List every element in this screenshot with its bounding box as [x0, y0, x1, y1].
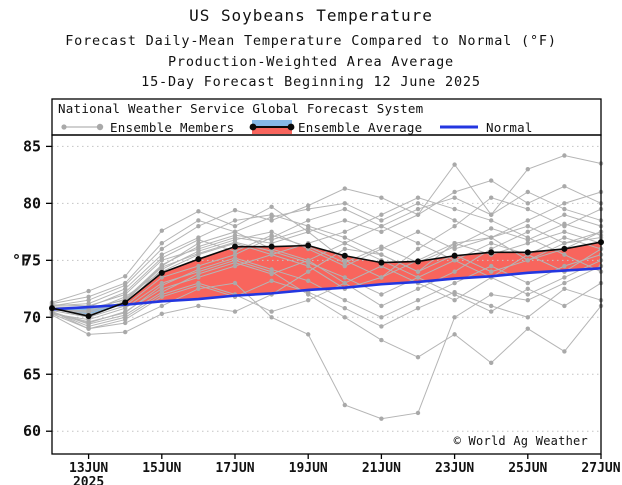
chart-subtitle3: 15-Day Forecast Beginning 12 June 2025	[141, 74, 481, 90]
svg-text:65: 65	[23, 365, 41, 383]
svg-text:25JUN: 25JUN	[508, 461, 547, 476]
copyright-watermark: © World Ag Weather	[450, 434, 591, 448]
svg-text:13JUN: 13JUN	[69, 461, 108, 476]
svg-text:15JUN: 15JUN	[142, 461, 181, 476]
svg-text:23JUN: 23JUN	[435, 461, 474, 476]
svg-text:70: 70	[23, 308, 41, 326]
svg-text:27JUN: 27JUN	[581, 461, 620, 476]
legend-label-normal: Normal	[486, 120, 533, 135]
svg-text:17JUN: 17JUN	[215, 461, 254, 476]
svg-text:85: 85	[23, 137, 41, 155]
svg-text:60: 60	[23, 422, 41, 440]
chart-subtitle2: Production-Weighted Area Average	[167, 54, 454, 70]
svg-text:21JUN: 21JUN	[362, 461, 401, 476]
svg-text:80: 80	[23, 194, 41, 212]
page-title: US Soybeans Temperature	[189, 6, 433, 25]
legend-header: National Weather Service Global Forecast…	[58, 101, 424, 116]
svg-text:19JUN: 19JUN	[289, 461, 328, 476]
svg-text:75: 75	[23, 251, 41, 269]
chart-subtitle: Forecast Daily-Mean Temperature Compared…	[65, 33, 557, 49]
legend-label-ensemble-members: Ensemble Members	[110, 120, 235, 135]
svg-text:2025: 2025	[73, 475, 104, 485]
legend-label-ensemble-average: Ensemble Average	[298, 120, 423, 135]
svg-text:°F: °F	[12, 251, 30, 269]
